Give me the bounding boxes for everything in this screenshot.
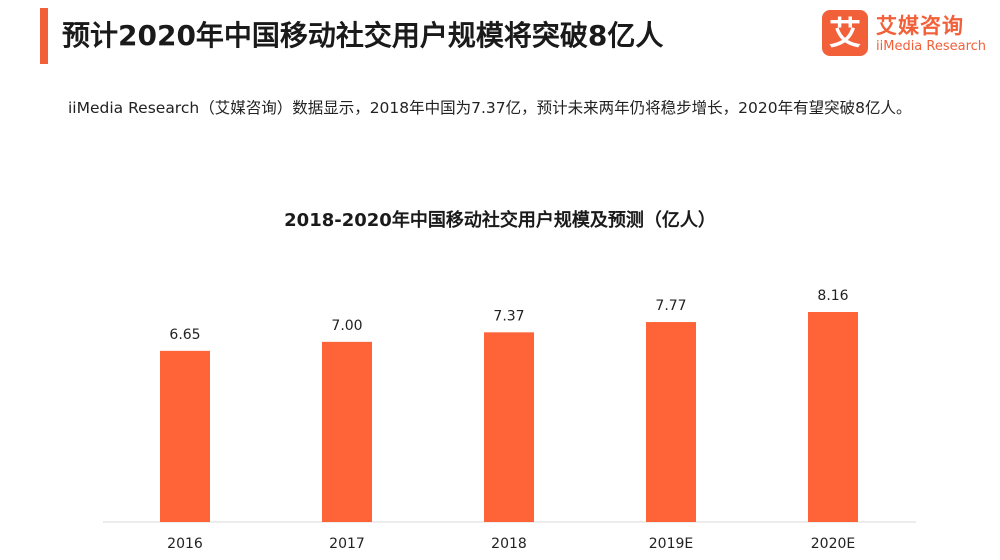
bar-2017 bbox=[322, 341, 372, 522]
bar-2016 bbox=[160, 350, 210, 522]
x-tick-label: 2019E bbox=[649, 536, 693, 552]
bar-2020E bbox=[808, 312, 858, 522]
bar-2019E bbox=[646, 322, 696, 522]
x-tick-label: 2017 bbox=[329, 536, 365, 552]
page-title: 预计2020年中国移动社交用户规模将突破8亿人 bbox=[62, 19, 664, 52]
summary-text: iiMedia Research（艾媒咨询）数据显示，2018年中国为7.37亿… bbox=[68, 99, 912, 117]
bar-2018 bbox=[484, 332, 534, 522]
x-tick-label: 2018 bbox=[491, 536, 527, 552]
brand-logo: 艾 艾媒咨询 iiMedia Research bbox=[820, 8, 988, 62]
bar-value-label: 7.37 bbox=[493, 308, 524, 324]
x-tick-label: 2020E bbox=[811, 536, 855, 552]
chart-title: 2018-2020年中国移动社交用户规模及预测（亿人） bbox=[284, 210, 716, 231]
x-tick-label: 2016 bbox=[167, 536, 203, 552]
logo-name-cn: 艾媒咨询 bbox=[876, 14, 964, 38]
bar-value-label: 7.77 bbox=[655, 298, 686, 314]
title-accent-bar bbox=[40, 8, 48, 64]
bar-value-label: 6.65 bbox=[169, 327, 200, 343]
bar-value-label: 8.16 bbox=[817, 288, 848, 304]
logo-mark-icon: 艾 bbox=[822, 10, 868, 56]
logo-name-en: iiMedia Research bbox=[876, 39, 987, 54]
bar-value-label: 7.00 bbox=[331, 318, 362, 334]
